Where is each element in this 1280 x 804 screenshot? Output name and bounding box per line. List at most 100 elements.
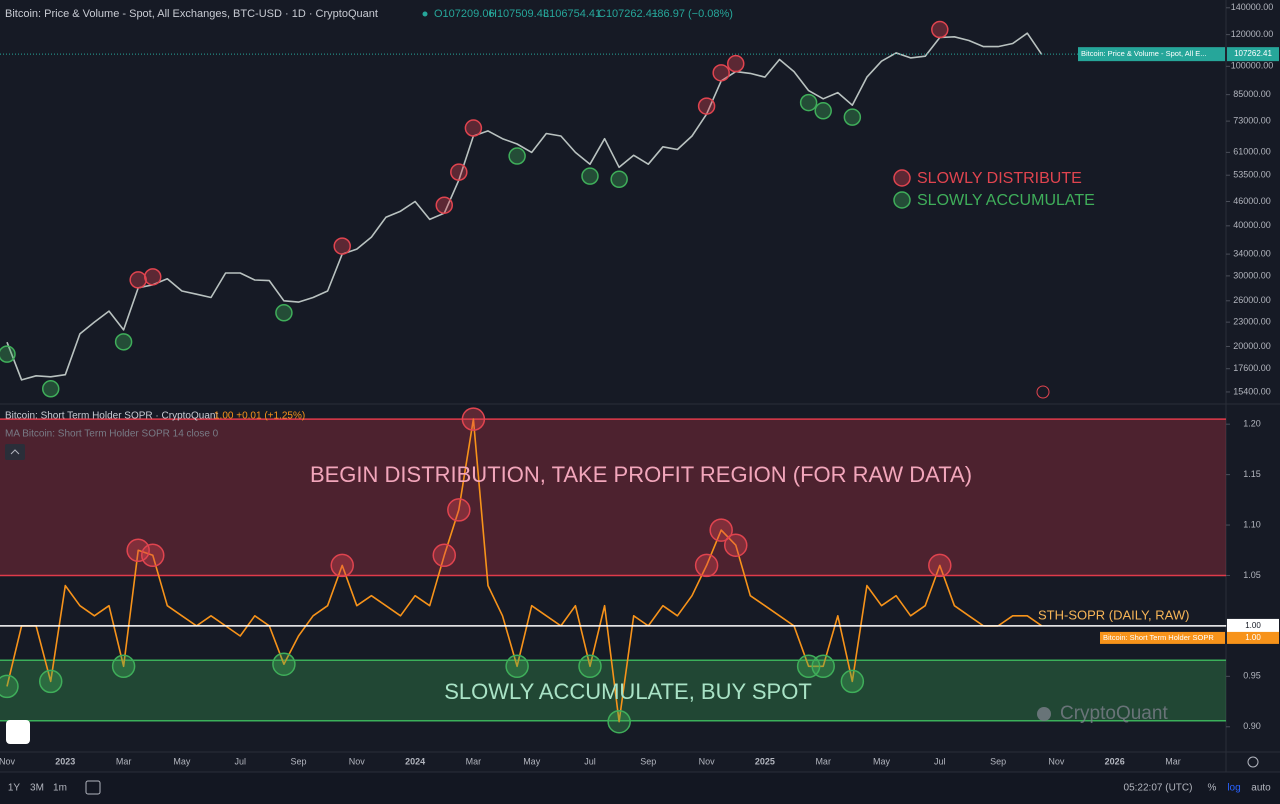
settings-icon[interactable]	[1247, 756, 1259, 768]
y-tick-label: 1.10	[1243, 519, 1261, 529]
x-tick-label: Sep	[990, 756, 1006, 766]
legend-swatch	[893, 169, 911, 187]
ohlc-low: L106754.41	[543, 8, 601, 20]
bottom-toolbar	[0, 772, 1280, 804]
x-tick-label: 2026	[1105, 756, 1125, 766]
series-line	[6, 418, 1043, 723]
distribute-marker	[464, 119, 483, 137]
distribute-marker	[724, 533, 748, 557]
y-tick-label: 1.05	[1243, 570, 1261, 580]
distribute-marker	[129, 271, 147, 289]
distribute-marker	[928, 553, 952, 578]
ohlc-change: −86.97 (−0.08%)	[651, 8, 733, 20]
watermark-logo	[1037, 707, 1051, 721]
x-tick-label: Nov	[0, 756, 15, 766]
distribute-marker	[144, 268, 162, 286]
x-tick-label: Jul	[934, 756, 946, 766]
collapse-icon	[10, 449, 20, 455]
current-price-box	[1227, 47, 1279, 62]
accumulate-marker	[38, 669, 63, 694]
timeframe-button[interactable]: 1Y	[8, 783, 21, 794]
y-tick-label: 1.15	[1243, 469, 1261, 479]
accumulate-marker	[581, 167, 599, 185]
accumulate-marker	[811, 654, 835, 679]
sopr-header-values: 1.00 +0.01 (+1.25%)	[214, 411, 305, 422]
distribute-marker	[712, 64, 730, 82]
accumulate-marker	[508, 147, 526, 165]
timeframe-button[interactable]: 3M	[30, 783, 44, 794]
y-tick-label: 46000.00	[1233, 196, 1271, 206]
sopr-name-box	[1100, 631, 1225, 644]
y-tick-label: 20000.00	[1233, 341, 1271, 351]
y-tick-label: 100000.00	[1231, 61, 1274, 71]
scale-option[interactable]: auto	[1251, 783, 1271, 794]
y-tick-label: 17600.00	[1233, 363, 1271, 373]
current-price-label: 107262.41	[1234, 49, 1272, 58]
series-line	[6, 32, 1043, 381]
x-tick-label: 2024	[405, 756, 425, 766]
collapse-button[interactable]	[5, 444, 25, 460]
y-tick-label: 53500.00	[1233, 170, 1271, 180]
accumulate-marker	[610, 170, 628, 189]
sopr-value-label: 1.00	[1245, 633, 1261, 642]
accumulate-marker	[111, 654, 136, 679]
distribute-marker	[931, 20, 949, 39]
timeframe-button[interactable]: 1m	[53, 783, 67, 794]
zone-label: BEGIN DISTRIBUTION, TAKE PROFIT REGION (…	[310, 462, 972, 487]
accumulate-marker	[505, 654, 529, 679]
date-range-icon[interactable]	[85, 780, 101, 795]
accumulate-marker	[41, 380, 60, 398]
accumulate-marker	[275, 304, 293, 322]
sopr-value-box	[1227, 631, 1279, 644]
x-tick-label: Sep	[640, 756, 656, 766]
x-tick-label: Jul	[234, 756, 246, 766]
y-tick-label: 40000.00	[1233, 220, 1271, 230]
distribute-marker	[141, 543, 165, 568]
y-tick-label: 15400.00	[1233, 386, 1271, 396]
accumulate-marker	[272, 652, 296, 676]
distribute-marker	[447, 498, 471, 522]
legend-swatch	[893, 191, 911, 209]
scale-option[interactable]: log	[1227, 783, 1240, 794]
y-tick-label: 85000.00	[1233, 89, 1271, 99]
x-tick-label: May	[173, 756, 191, 766]
x-tick-label: Mar	[116, 756, 132, 766]
clock: 05:22:07 (UTC)	[1124, 783, 1193, 794]
y-tick-label: 120000.00	[1231, 29, 1274, 39]
watermark: CryptoQuant	[1060, 703, 1168, 724]
y-tick-label: 0.90	[1243, 721, 1261, 731]
x-tick-label: 2025	[755, 756, 775, 766]
x-tick-label: Nov	[349, 756, 366, 766]
tv-logo[interactable]	[6, 720, 30, 744]
sopr-annotation: STH-SOPR (DAILY, RAW)	[1038, 607, 1189, 622]
accumulate-marker	[578, 654, 602, 679]
x-tick-label: Jul	[584, 756, 596, 766]
zone-label: SLOWLY ACCUMULATE, BUY SPOT	[444, 679, 812, 704]
distribute-marker	[432, 543, 456, 568]
accumulate-marker	[799, 93, 818, 112]
scale-option[interactable]: %	[1208, 783, 1217, 794]
accumulate-marker	[843, 108, 862, 126]
x-tick-label: 2023	[55, 756, 75, 766]
accumulate-marker	[607, 709, 631, 734]
distribute-marker	[709, 518, 733, 542]
y-tick-label: 0.95	[1243, 671, 1261, 681]
ohlc-open: O107209.06	[434, 8, 495, 20]
y-tick-label: 23000.00	[1233, 317, 1271, 327]
distribute-marker	[461, 407, 486, 431]
alert-marker[interactable]	[1036, 385, 1050, 399]
zone	[0, 419, 1226, 576]
ohlc-close: C107262.41	[598, 8, 658, 20]
current-price-name: Bitcoin: Price & Volume - Spot, All E...	[1081, 49, 1206, 58]
distribute-marker	[450, 163, 468, 181]
distribute-marker	[333, 237, 351, 255]
accumulate-marker	[840, 669, 865, 694]
y-tick-label: 30000.00	[1233, 270, 1271, 280]
price-title: Bitcoin: Price & Volume - Spot, All Exch…	[5, 8, 378, 20]
y-tick-label: 1.20	[1243, 419, 1261, 429]
x-tick-label: May	[873, 756, 891, 766]
y-tick-label: 73000.00	[1233, 115, 1271, 125]
ohlc-high: H107509.43	[489, 8, 549, 20]
